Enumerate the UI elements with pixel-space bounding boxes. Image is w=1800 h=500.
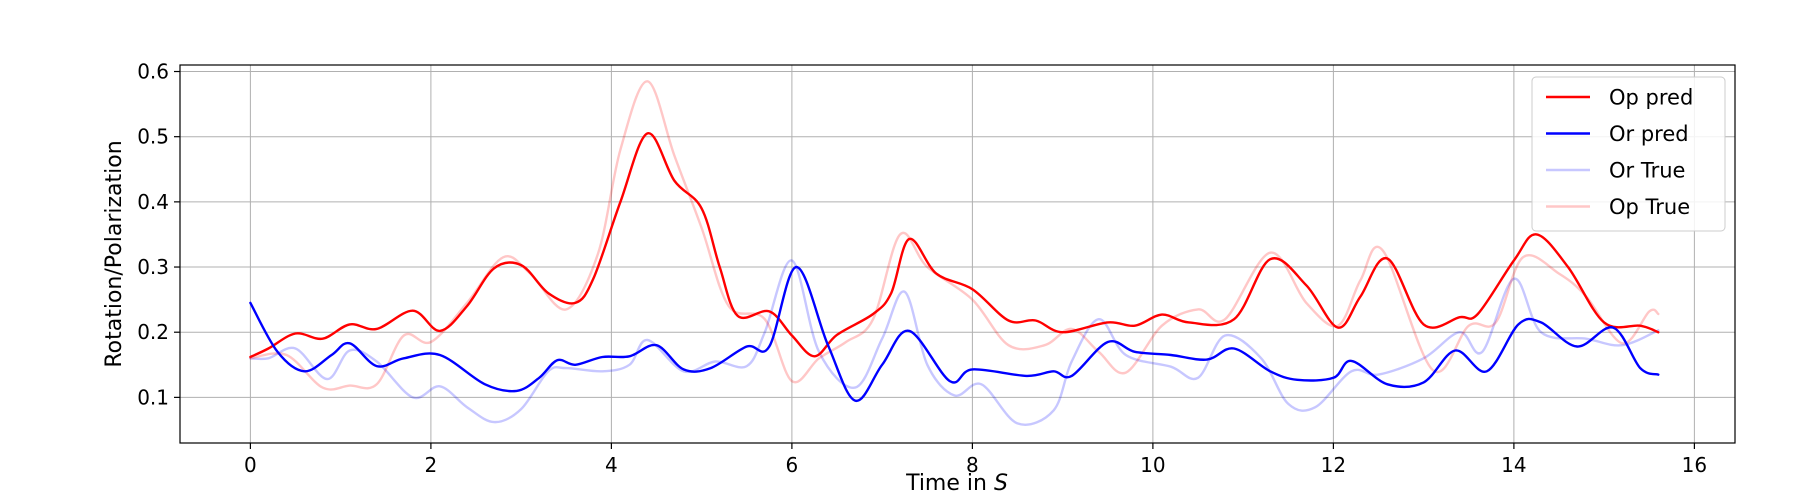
x-tick-label: 6 — [786, 453, 799, 477]
x-axis-label-variable: S — [994, 471, 1008, 496]
axis-ticks: 0 2 4 6 8 10 12 14 16 0.1 0.2 0.3 0.4 0.5 0.6 — [137, 60, 1707, 477]
x-tick-label: 16 — [1682, 453, 1707, 477]
y-tick-label: 0.2 — [137, 320, 169, 344]
x-tick-label: 2 — [425, 453, 438, 477]
x-tick-label: 14 — [1501, 453, 1526, 477]
grid — [180, 65, 1735, 443]
y-tick-label: 0.6 — [137, 60, 169, 84]
series-line-op-pred — [249, 132, 1660, 359]
x-tick-label: 8 — [966, 453, 979, 477]
x-axis-label: Time in S — [905, 471, 1008, 496]
x-tick-label: 10 — [1140, 453, 1165, 477]
legend-box — [1531, 76, 1726, 232]
series-line-op-true — [249, 80, 1660, 391]
y-tick-label: 0.5 — [137, 125, 169, 149]
legend-label-op-true: Op True — [1609, 195, 1690, 219]
series-lines — [249, 80, 1660, 426]
plot-frame — [179, 64, 1736, 444]
legend: Op pred Or pred Or True Op True — [1531, 76, 1726, 232]
y-tick-label: 0.1 — [137, 385, 169, 409]
legend-items: Op pred Or pred Or True Op True — [1546, 86, 1693, 219]
y-tick-label: 0.3 — [137, 255, 169, 279]
y-axis-label: Rotation/Polarization — [102, 140, 127, 367]
legend-label-or-true: Or True — [1609, 159, 1685, 183]
series-line-or-pred — [249, 265, 1660, 402]
series-line-or-true — [249, 259, 1660, 426]
x-tick-label: 4 — [605, 453, 618, 477]
y-tick-label: 0.4 — [137, 190, 169, 214]
legend-label-op-pred: Op pred — [1609, 86, 1693, 110]
x-tick-label: 12 — [1321, 453, 1346, 477]
x-tick-label: 0 — [244, 453, 257, 477]
x-axis-label-prefix: Time in — [905, 471, 994, 496]
legend-label-or-pred: Or pred — [1609, 122, 1689, 146]
